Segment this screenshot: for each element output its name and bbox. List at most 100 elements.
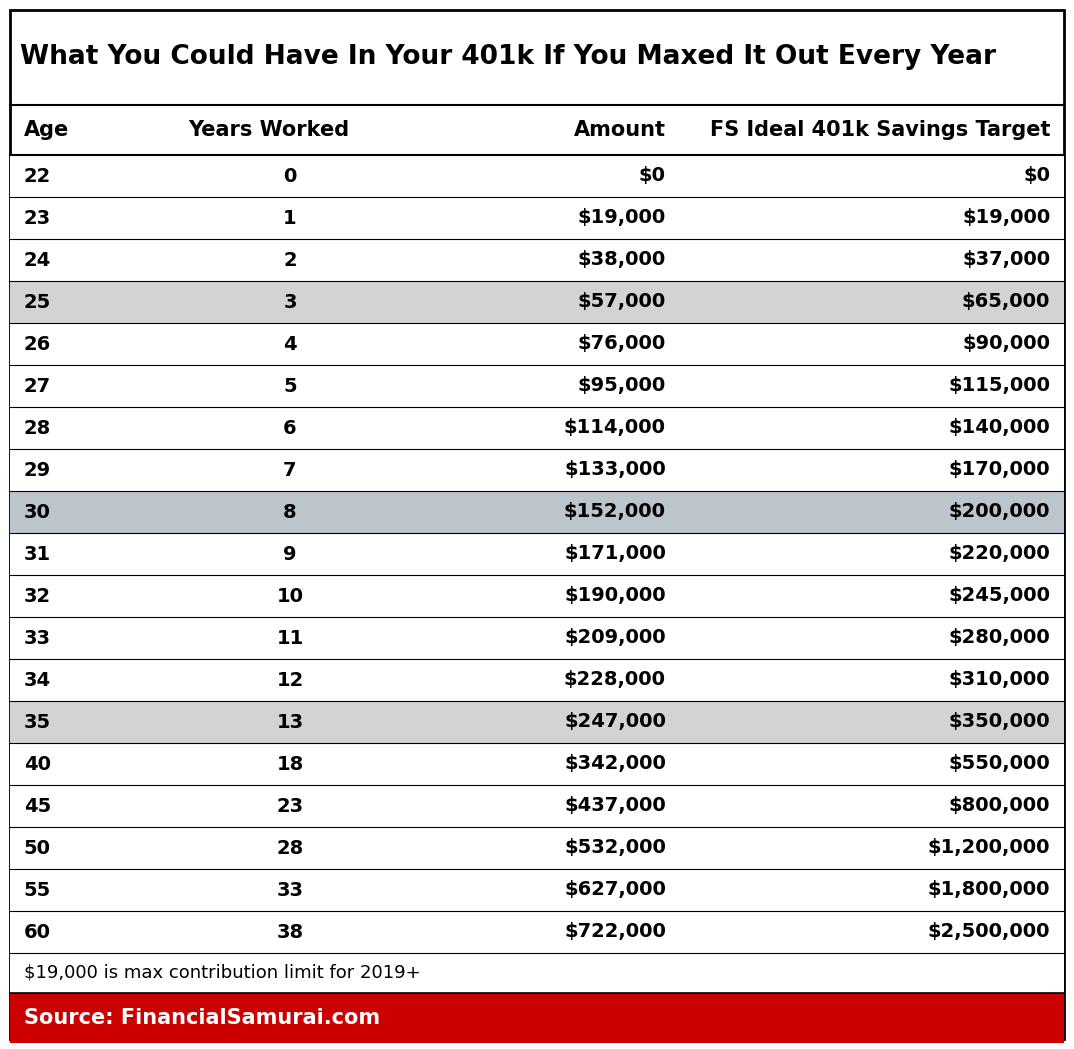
Text: 34: 34 <box>24 670 50 689</box>
Bar <box>10 827 1064 869</box>
Text: $437,000: $437,000 <box>564 796 666 815</box>
Text: 38: 38 <box>276 922 304 942</box>
Bar <box>10 617 1064 659</box>
Text: 55: 55 <box>24 880 50 899</box>
Text: $245,000: $245,000 <box>948 586 1050 605</box>
Text: 32: 32 <box>24 586 50 605</box>
Text: $220,000: $220,000 <box>948 544 1050 563</box>
Text: $209,000: $209,000 <box>564 628 666 647</box>
Text: $65,000: $65,000 <box>962 293 1050 312</box>
Text: 33: 33 <box>276 880 304 899</box>
Bar <box>10 491 1064 533</box>
Text: 24: 24 <box>24 251 50 270</box>
Text: 4: 4 <box>284 335 296 354</box>
Bar <box>10 407 1064 449</box>
Text: $57,000: $57,000 <box>578 293 666 312</box>
Text: $722,000: $722,000 <box>564 922 666 942</box>
Text: 26: 26 <box>24 335 50 354</box>
Text: 1: 1 <box>284 209 296 228</box>
Text: 13: 13 <box>276 712 304 731</box>
Text: 29: 29 <box>24 461 50 479</box>
Text: $114,000: $114,000 <box>564 419 666 437</box>
Text: Age: Age <box>24 120 69 140</box>
Text: $171,000: $171,000 <box>564 544 666 563</box>
Text: 60: 60 <box>24 922 50 942</box>
Bar <box>10 533 1064 575</box>
Text: 45: 45 <box>24 796 50 815</box>
Text: $2,500,000: $2,500,000 <box>928 922 1050 942</box>
Text: 35: 35 <box>24 712 50 731</box>
Text: FS Ideal 401k Savings Target: FS Ideal 401k Savings Target <box>710 120 1050 140</box>
Text: $800,000: $800,000 <box>948 796 1050 815</box>
Text: 9: 9 <box>284 544 296 563</box>
Text: $350,000: $350,000 <box>948 712 1050 731</box>
Text: $200,000: $200,000 <box>948 502 1050 521</box>
Text: $1,200,000: $1,200,000 <box>928 838 1050 857</box>
Text: 11: 11 <box>276 628 304 647</box>
Bar <box>10 659 1064 701</box>
Text: 5: 5 <box>284 377 296 395</box>
Bar <box>10 952 1064 993</box>
Bar <box>10 155 1064 197</box>
Text: $19,000 is max contribution limit for 2019+: $19,000 is max contribution limit for 20… <box>24 964 420 982</box>
Text: $342,000: $342,000 <box>564 754 666 773</box>
Text: 27: 27 <box>24 377 50 395</box>
Text: 31: 31 <box>24 544 50 563</box>
Text: 30: 30 <box>24 502 50 521</box>
Bar <box>10 785 1064 827</box>
Text: $95,000: $95,000 <box>578 377 666 395</box>
Text: $228,000: $228,000 <box>564 670 666 689</box>
Bar <box>10 281 1064 323</box>
Text: $550,000: $550,000 <box>948 754 1050 773</box>
Text: 2: 2 <box>284 251 296 270</box>
Text: $532,000: $532,000 <box>564 838 666 857</box>
Bar <box>10 911 1064 952</box>
Text: 18: 18 <box>276 754 304 773</box>
Text: 10: 10 <box>276 586 304 605</box>
Bar <box>10 197 1064 239</box>
Text: 22: 22 <box>24 167 50 186</box>
Bar <box>10 743 1064 785</box>
Text: $190,000: $190,000 <box>564 586 666 605</box>
Text: 33: 33 <box>24 628 50 647</box>
Text: Source: FinancialSamurai.com: Source: FinancialSamurai.com <box>24 1008 380 1028</box>
Bar <box>10 323 1064 365</box>
Bar <box>10 365 1064 407</box>
Text: $280,000: $280,000 <box>948 628 1050 647</box>
Text: $627,000: $627,000 <box>564 880 666 899</box>
Text: $310,000: $310,000 <box>948 670 1050 689</box>
Bar <box>10 575 1064 617</box>
Text: $76,000: $76,000 <box>578 335 666 354</box>
Text: Years Worked: Years Worked <box>188 120 349 140</box>
Text: 3: 3 <box>284 293 296 312</box>
Text: $90,000: $90,000 <box>962 335 1050 354</box>
Text: 50: 50 <box>24 838 50 857</box>
Text: 23: 23 <box>276 796 304 815</box>
Text: 12: 12 <box>276 670 304 689</box>
Text: 6: 6 <box>284 419 296 437</box>
Text: $37,000: $37,000 <box>962 251 1050 270</box>
Text: $19,000: $19,000 <box>578 209 666 228</box>
Bar <box>10 701 1064 743</box>
Text: 25: 25 <box>24 293 50 312</box>
Bar <box>10 869 1064 911</box>
Text: 28: 28 <box>24 419 50 437</box>
Text: $140,000: $140,000 <box>948 419 1050 437</box>
Text: 0: 0 <box>284 167 296 186</box>
Text: $19,000: $19,000 <box>962 209 1050 228</box>
Text: $152,000: $152,000 <box>564 502 666 521</box>
Text: $0: $0 <box>1024 167 1050 186</box>
Text: $0: $0 <box>639 167 666 186</box>
Bar <box>10 449 1064 491</box>
Bar <box>10 239 1064 281</box>
Text: $170,000: $170,000 <box>948 461 1050 479</box>
Text: $38,000: $38,000 <box>578 251 666 270</box>
Text: $115,000: $115,000 <box>948 377 1050 395</box>
Text: 7: 7 <box>284 461 296 479</box>
Text: 23: 23 <box>24 209 50 228</box>
Text: $133,000: $133,000 <box>564 461 666 479</box>
Text: 8: 8 <box>284 502 296 521</box>
Text: What You Could Have In Your 401k If You Maxed It Out Every Year: What You Could Have In Your 401k If You … <box>20 44 996 70</box>
Text: Amount: Amount <box>574 120 666 140</box>
Bar <box>10 993 1064 1043</box>
